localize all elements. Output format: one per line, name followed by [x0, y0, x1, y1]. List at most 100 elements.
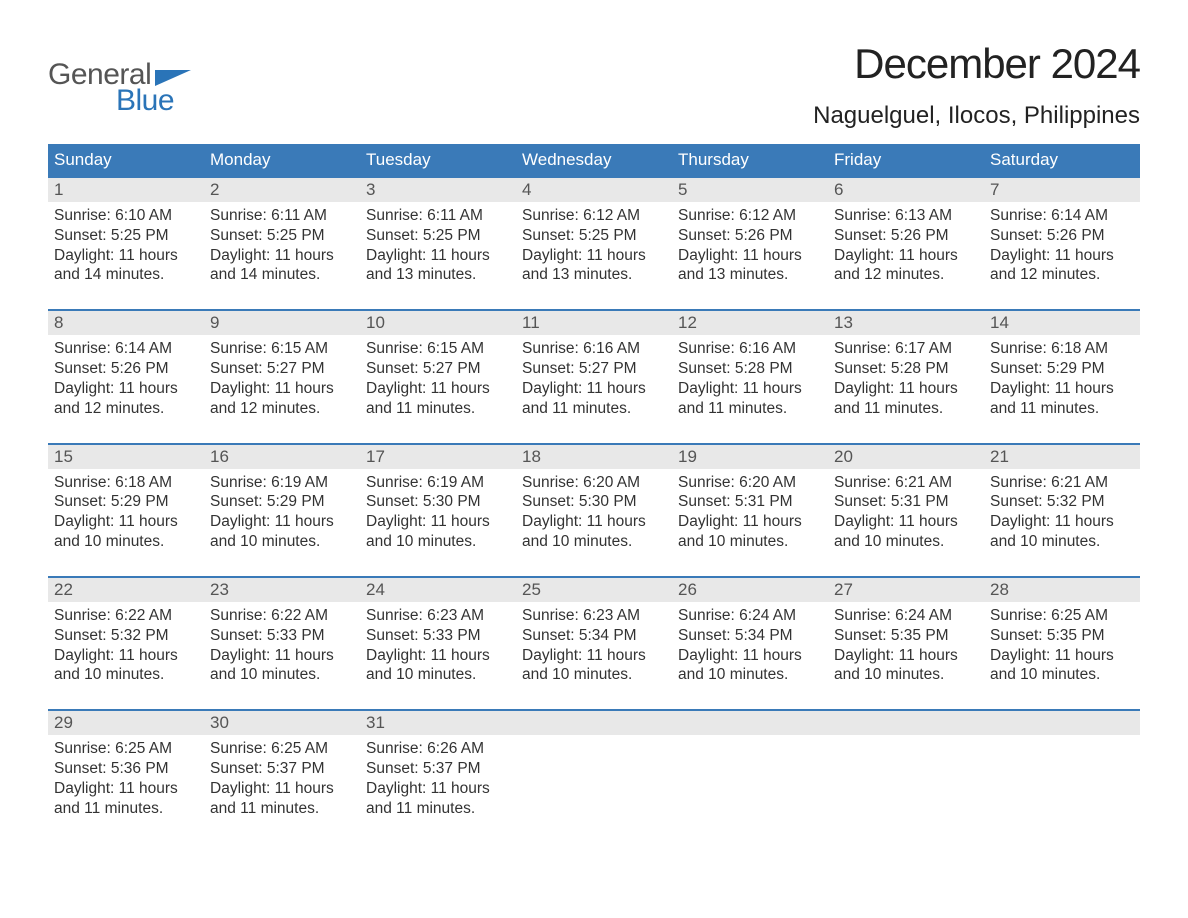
day-sunset: Sunset: 5:34 PM	[522, 626, 666, 646]
day-content: Sunrise: 6:22 AMSunset: 5:33 PMDaylight:…	[204, 602, 360, 691]
day-header-saturday: Saturday	[984, 144, 1140, 176]
day-sunrise: Sunrise: 6:11 AM	[366, 206, 510, 226]
week-row: 22Sunrise: 6:22 AMSunset: 5:32 PMDayligh…	[48, 576, 1140, 691]
day-number: 23	[204, 578, 360, 602]
day-cell: 7Sunrise: 6:14 AMSunset: 5:26 PMDaylight…	[984, 178, 1140, 291]
day-daylight1: Daylight: 11 hours	[678, 379, 822, 399]
day-number: 14	[984, 311, 1140, 335]
day-content: Sunrise: 6:24 AMSunset: 5:34 PMDaylight:…	[672, 602, 828, 691]
day-daylight2: and 12 minutes.	[54, 399, 198, 419]
day-header-friday: Friday	[828, 144, 984, 176]
day-sunrise: Sunrise: 6:16 AM	[678, 339, 822, 359]
day-cell: 1Sunrise: 6:10 AMSunset: 5:25 PMDaylight…	[48, 178, 204, 291]
day-daylight1: Daylight: 11 hours	[210, 646, 354, 666]
day-daylight2: and 11 minutes.	[990, 399, 1134, 419]
day-cell: 27Sunrise: 6:24 AMSunset: 5:35 PMDayligh…	[828, 578, 984, 691]
day-sunrise: Sunrise: 6:12 AM	[678, 206, 822, 226]
day-daylight2: and 13 minutes.	[678, 265, 822, 285]
day-daylight1: Daylight: 11 hours	[54, 512, 198, 532]
day-number: 12	[672, 311, 828, 335]
day-content: Sunrise: 6:25 AMSunset: 5:36 PMDaylight:…	[48, 735, 204, 824]
day-number: 15	[48, 445, 204, 469]
day-content: Sunrise: 6:14 AMSunset: 5:26 PMDaylight:…	[984, 202, 1140, 291]
day-sunset: Sunset: 5:31 PM	[678, 492, 822, 512]
day-sunset: Sunset: 5:29 PM	[210, 492, 354, 512]
day-number: 31	[360, 711, 516, 735]
day-sunset: Sunset: 5:27 PM	[366, 359, 510, 379]
day-header-sunday: Sunday	[48, 144, 204, 176]
day-daylight2: and 10 minutes.	[210, 532, 354, 552]
day-cell	[672, 711, 828, 824]
day-cell: 14Sunrise: 6:18 AMSunset: 5:29 PMDayligh…	[984, 311, 1140, 424]
day-daylight2: and 11 minutes.	[366, 799, 510, 819]
day-number: 8	[48, 311, 204, 335]
day-content: Sunrise: 6:23 AMSunset: 5:34 PMDaylight:…	[516, 602, 672, 691]
day-daylight2: and 10 minutes.	[990, 665, 1134, 685]
day-daylight2: and 13 minutes.	[522, 265, 666, 285]
day-sunset: Sunset: 5:29 PM	[54, 492, 198, 512]
day-daylight1: Daylight: 11 hours	[366, 246, 510, 266]
day-daylight1: Daylight: 11 hours	[54, 779, 198, 799]
day-content: Sunrise: 6:16 AMSunset: 5:28 PMDaylight:…	[672, 335, 828, 424]
day-content: Sunrise: 6:15 AMSunset: 5:27 PMDaylight:…	[204, 335, 360, 424]
day-number: 6	[828, 178, 984, 202]
title-block: December 2024 Naguelguel, Ilocos, Philip…	[813, 40, 1140, 130]
day-content: Sunrise: 6:19 AMSunset: 5:30 PMDaylight:…	[360, 469, 516, 558]
day-cell: 3Sunrise: 6:11 AMSunset: 5:25 PMDaylight…	[360, 178, 516, 291]
day-daylight1: Daylight: 11 hours	[834, 646, 978, 666]
day-daylight2: and 10 minutes.	[678, 665, 822, 685]
day-daylight1: Daylight: 11 hours	[990, 512, 1134, 532]
day-daylight2: and 10 minutes.	[210, 665, 354, 685]
day-cell: 6Sunrise: 6:13 AMSunset: 5:26 PMDaylight…	[828, 178, 984, 291]
day-sunset: Sunset: 5:33 PM	[366, 626, 510, 646]
day-number	[828, 711, 984, 735]
day-content: Sunrise: 6:16 AMSunset: 5:27 PMDaylight:…	[516, 335, 672, 424]
day-sunrise: Sunrise: 6:12 AM	[522, 206, 666, 226]
day-daylight1: Daylight: 11 hours	[678, 512, 822, 532]
day-header-tuesday: Tuesday	[360, 144, 516, 176]
day-daylight2: and 13 minutes.	[366, 265, 510, 285]
day-content: Sunrise: 6:12 AMSunset: 5:25 PMDaylight:…	[516, 202, 672, 291]
day-daylight1: Daylight: 11 hours	[210, 246, 354, 266]
day-daylight2: and 14 minutes.	[210, 265, 354, 285]
day-sunset: Sunset: 5:32 PM	[990, 492, 1134, 512]
day-sunset: Sunset: 5:32 PM	[54, 626, 198, 646]
day-cell: 11Sunrise: 6:16 AMSunset: 5:27 PMDayligh…	[516, 311, 672, 424]
day-sunrise: Sunrise: 6:18 AM	[990, 339, 1134, 359]
day-cell: 25Sunrise: 6:23 AMSunset: 5:34 PMDayligh…	[516, 578, 672, 691]
logo-word-blue: Blue	[116, 84, 174, 118]
day-sunrise: Sunrise: 6:15 AM	[366, 339, 510, 359]
day-sunset: Sunset: 5:30 PM	[366, 492, 510, 512]
day-cell: 28Sunrise: 6:25 AMSunset: 5:35 PMDayligh…	[984, 578, 1140, 691]
day-sunrise: Sunrise: 6:14 AM	[990, 206, 1134, 226]
day-number: 2	[204, 178, 360, 202]
day-cell: 21Sunrise: 6:21 AMSunset: 5:32 PMDayligh…	[984, 445, 1140, 558]
day-header-thursday: Thursday	[672, 144, 828, 176]
day-number: 7	[984, 178, 1140, 202]
day-sunset: Sunset: 5:25 PM	[522, 226, 666, 246]
day-cell: 13Sunrise: 6:17 AMSunset: 5:28 PMDayligh…	[828, 311, 984, 424]
month-title: December 2024	[813, 40, 1140, 88]
day-content: Sunrise: 6:18 AMSunset: 5:29 PMDaylight:…	[48, 469, 204, 558]
day-sunrise: Sunrise: 6:26 AM	[366, 739, 510, 759]
day-content: Sunrise: 6:14 AMSunset: 5:26 PMDaylight:…	[48, 335, 204, 424]
day-sunset: Sunset: 5:37 PM	[366, 759, 510, 779]
day-daylight1: Daylight: 11 hours	[366, 379, 510, 399]
day-number: 3	[360, 178, 516, 202]
day-content: Sunrise: 6:12 AMSunset: 5:26 PMDaylight:…	[672, 202, 828, 291]
day-cell: 8Sunrise: 6:14 AMSunset: 5:26 PMDaylight…	[48, 311, 204, 424]
day-number: 16	[204, 445, 360, 469]
day-number	[516, 711, 672, 735]
day-daylight2: and 10 minutes.	[54, 665, 198, 685]
day-cell: 19Sunrise: 6:20 AMSunset: 5:31 PMDayligh…	[672, 445, 828, 558]
day-content: Sunrise: 6:26 AMSunset: 5:37 PMDaylight:…	[360, 735, 516, 824]
day-cell: 10Sunrise: 6:15 AMSunset: 5:27 PMDayligh…	[360, 311, 516, 424]
day-content: Sunrise: 6:11 AMSunset: 5:25 PMDaylight:…	[204, 202, 360, 291]
day-header-wednesday: Wednesday	[516, 144, 672, 176]
day-cell: 30Sunrise: 6:25 AMSunset: 5:37 PMDayligh…	[204, 711, 360, 824]
day-number: 24	[360, 578, 516, 602]
day-daylight1: Daylight: 11 hours	[834, 379, 978, 399]
day-daylight2: and 10 minutes.	[366, 665, 510, 685]
day-daylight2: and 10 minutes.	[834, 665, 978, 685]
day-daylight2: and 11 minutes.	[834, 399, 978, 419]
